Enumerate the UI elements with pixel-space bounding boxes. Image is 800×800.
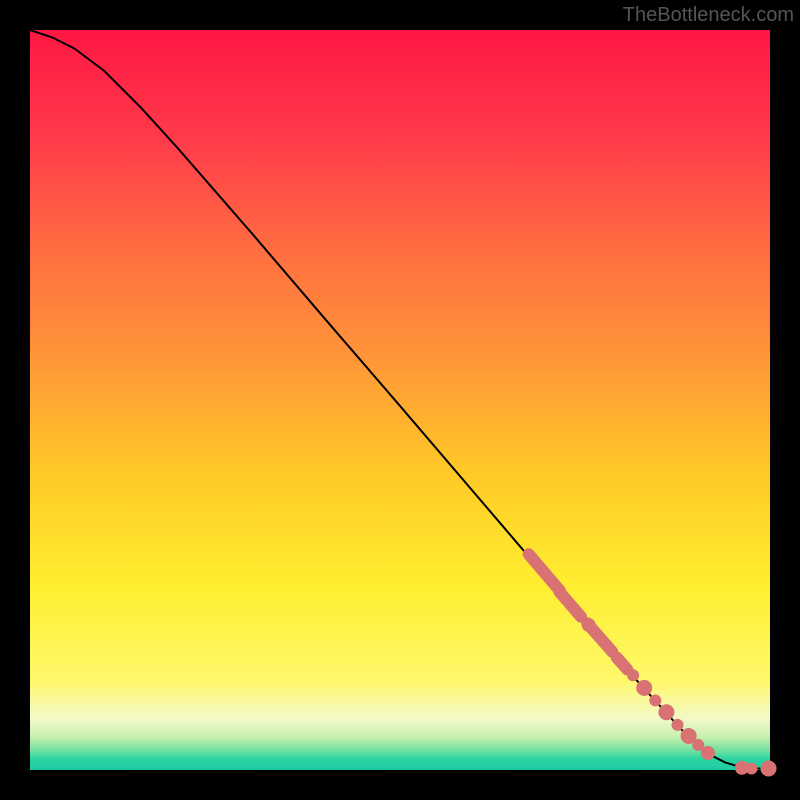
chart-svg xyxy=(0,0,800,800)
marker-dot xyxy=(701,746,715,760)
marker-dot xyxy=(672,719,684,731)
marker-dot xyxy=(746,763,758,775)
watermark-text: TheBottleneck.com xyxy=(623,4,794,27)
marker-dot xyxy=(649,694,661,706)
marker-dot xyxy=(658,704,674,720)
marker-dot xyxy=(636,680,652,696)
marker-dot xyxy=(761,761,777,777)
plot-area xyxy=(30,30,770,770)
marker-dot xyxy=(627,669,639,681)
